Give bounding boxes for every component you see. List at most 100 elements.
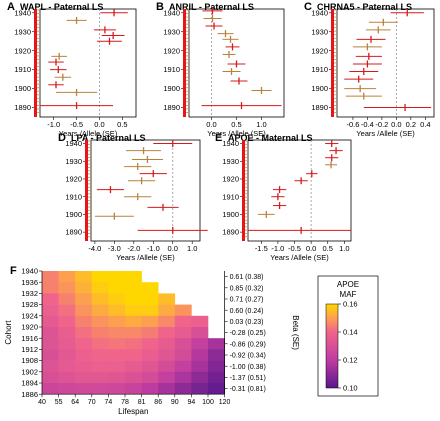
y-tick-label: 1940 (222, 139, 239, 148)
data-point (101, 32, 125, 40)
y-tick-label: 1886 (21, 390, 38, 399)
forest-panel-b: B ANRIL - Paternal LS 1890 1900 1910 1920 1930… (156, 1, 285, 138)
heat-cell (75, 371, 93, 384)
beta-label: 0.03 (0.23) (230, 319, 264, 326)
x-tick-label: -3.0 (108, 244, 121, 253)
panel-title: APOE - Maternal LS (228, 133, 313, 143)
heat-cell (42, 349, 59, 361)
heat-cell (141, 304, 159, 317)
data-point (126, 147, 162, 155)
panel-letter: F (10, 265, 17, 277)
x-tick-label: 1.0 (256, 120, 266, 129)
heat-cell (141, 371, 159, 384)
data-point (306, 170, 318, 178)
y-tick-label: 1936 (21, 278, 38, 287)
y-tick-label: 1940 (311, 8, 328, 17)
colorbar-tick-label: 0.16 (343, 300, 358, 309)
heat-cell (58, 271, 76, 283)
x-axis-label: Years /Allele (SE) (207, 129, 266, 138)
heat-cell (158, 349, 176, 361)
data-point (222, 68, 241, 76)
data-point (352, 60, 382, 68)
heat-cell (208, 338, 225, 350)
data-point (363, 104, 432, 112)
y-tick-label: 1890 (163, 103, 180, 112)
forest-panel-a: A WAPL - Paternal LS 1890 1900 1910 1920 1930 1… (7, 1, 137, 138)
heat-cell (91, 360, 109, 373)
heat-cell (141, 349, 159, 361)
y-tick-label: 1900 (163, 84, 180, 93)
heat-cell (91, 304, 109, 317)
heat-cell (191, 383, 209, 395)
heat-cell (108, 371, 126, 384)
heat-cell (42, 327, 59, 339)
panel-title: ANRIL - Paternal LS (169, 2, 254, 12)
x-tick-label: 55 (55, 399, 63, 406)
x-tick-label: 0.4 (420, 120, 430, 129)
data-point (124, 163, 152, 171)
x-tick-label: 90 (171, 399, 179, 406)
data-point (50, 66, 67, 74)
heat-cell (174, 383, 192, 395)
y-tick-label: 1940 (14, 8, 31, 17)
data-point (202, 7, 223, 15)
heat-cell (125, 282, 142, 294)
heat-cell (75, 349, 93, 361)
heat-cell (141, 383, 159, 395)
data-point (97, 37, 122, 45)
heat-cell (191, 315, 209, 328)
heat-cell (58, 304, 76, 317)
y-tick-label: 1912 (21, 345, 38, 354)
heat-cell (58, 360, 76, 373)
heat-cell (108, 338, 126, 350)
data-point (48, 81, 64, 89)
x-tick-label: -4.0 (88, 244, 101, 253)
y-tick-label: 1930 (163, 27, 180, 36)
beta-label: -0.28 (0.25) (230, 330, 266, 337)
y-tick-label: 1930 (65, 157, 82, 166)
cohort-strip (183, 9, 189, 117)
heat-cell (42, 271, 59, 283)
heat-cell (125, 315, 142, 328)
heat-cell (75, 282, 93, 294)
x-tick-label: 0.5 (231, 120, 241, 129)
heat-cell (191, 338, 209, 350)
data-point (153, 140, 193, 148)
heat-cell (208, 349, 225, 361)
heat-cell (208, 383, 225, 395)
data-point (205, 22, 223, 30)
data-point (345, 92, 382, 100)
heat-cell (91, 315, 109, 328)
heat-cell (58, 282, 76, 294)
panel-letter: B (156, 1, 164, 13)
y-tick-label: 1900 (14, 84, 31, 93)
heat-cell (91, 271, 109, 283)
heat-cell (58, 383, 76, 395)
heat-cell (208, 371, 225, 384)
x-tick-label: 0.5 (323, 244, 333, 253)
y-tick-label: 1894 (21, 379, 38, 388)
data-point (51, 52, 67, 60)
data-point (230, 77, 248, 85)
heat-cell (42, 383, 59, 395)
heat-cell (158, 327, 176, 339)
x-axis-label: Years /Allele (SE) (356, 129, 415, 138)
x-tick-label: -0.5 (70, 120, 83, 129)
heat-cell (174, 338, 192, 350)
x-tick-label: -2.0 (127, 244, 140, 253)
x-axis-label: Years /Allele (SE) (116, 253, 175, 262)
x-tick-label: -1.0 (47, 120, 60, 129)
forest-panel-d: D LPA - Paternal LS 1890 1900 1910 1920 1930 19… (58, 132, 208, 262)
heat-cell (58, 349, 76, 361)
data-point (344, 75, 374, 83)
panel-title: LPA - Paternal LS (71, 133, 146, 143)
data-point (227, 60, 246, 68)
x-tick-label: 64 (71, 399, 79, 406)
heat-cell (125, 371, 142, 384)
x-tick-label: 0.0 (94, 120, 104, 129)
heat-cell (141, 293, 159, 305)
strip-red (34, 9, 37, 117)
heat-cell (58, 315, 76, 328)
x-tick-label: -0.6 (346, 120, 359, 129)
